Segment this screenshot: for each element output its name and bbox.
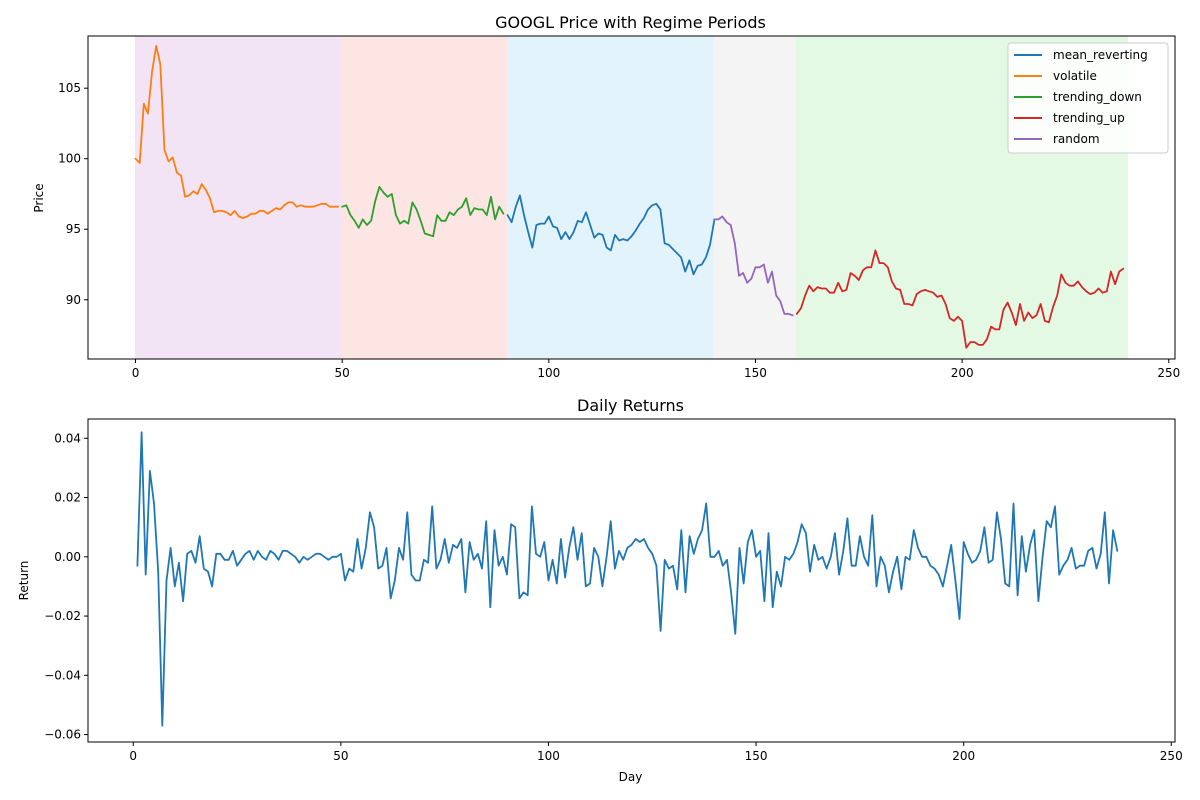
returns-y-ticks: −0.06 −0.04 −0.02 0.00 0.02 0.04 xyxy=(44,431,88,742)
y-tick-label: 0.00 xyxy=(54,550,81,564)
returns-chart-title: Daily Returns xyxy=(577,396,684,415)
series-line-trending-up xyxy=(795,249,1125,349)
series-line-random xyxy=(713,215,794,317)
series-line-series-0 xyxy=(136,431,1119,727)
price-plot-frame xyxy=(87,35,1176,360)
y-tick-label: 100 xyxy=(58,152,81,166)
price-legend: mean_reverting volatile trending_downtrend… xyxy=(1007,42,1169,154)
price-y-ticks: 90 95 100 105 xyxy=(58,81,88,307)
legend-label: volatile xyxy=(1053,69,1097,83)
regime-region-3 xyxy=(713,35,798,360)
legend-label: trending_up xyxy=(1053,111,1125,125)
price-y-axis-label: Price xyxy=(32,183,46,212)
regime-region-0 xyxy=(135,35,343,360)
legend-label: trending_down xyxy=(1053,90,1142,104)
x-tick-label: 0 xyxy=(129,749,137,763)
x-tick-label: 100 xyxy=(537,749,560,763)
series-line-mean-reverting xyxy=(506,194,716,276)
x-tick-label: 200 xyxy=(951,366,974,380)
x-tick-label: 250 xyxy=(1160,749,1183,763)
series-line-trending-down xyxy=(341,185,505,238)
x-tick-label: 150 xyxy=(745,749,768,763)
legend-label: random xyxy=(1053,132,1100,146)
series-line-volatile xyxy=(134,45,340,219)
x-tick-label: 100 xyxy=(537,366,560,380)
returns-chart: Daily Returns 0 50 100 150 200 250 −0.06 −0.04… xyxy=(17,396,1183,784)
legend-label: mean_reverting xyxy=(1053,48,1148,62)
y-tick-label: 90 xyxy=(66,293,81,307)
y-tick-label: 0.04 xyxy=(54,431,81,445)
y-tick-label: −0.04 xyxy=(44,668,81,682)
returns-x-axis-label: Day xyxy=(619,770,643,784)
price-chart-title: GOOGL Price with Regime Periods xyxy=(495,13,766,32)
legend-box xyxy=(1007,42,1169,154)
y-tick-label: −0.06 xyxy=(44,728,81,742)
regime-region-2 xyxy=(507,35,715,360)
y-tick-label: −0.02 xyxy=(44,609,81,623)
x-tick-label: 50 xyxy=(333,749,348,763)
returns-series-lines xyxy=(136,431,1119,727)
y-tick-label: 0.02 xyxy=(54,491,81,505)
returns-x-ticks: 0 50 100 150 200 250 xyxy=(129,742,1183,763)
regime-region-1 xyxy=(341,35,509,360)
x-tick-label: 0 xyxy=(132,366,140,380)
regime-regions xyxy=(135,35,1128,360)
price-x-ticks: 0 50 100 150 200 250 xyxy=(132,359,1180,380)
price-chart: GOOGL Price with Regime Periods 0 50 100 15… xyxy=(32,13,1180,380)
x-tick-label: 50 xyxy=(335,366,350,380)
y-tick-label: 105 xyxy=(58,81,81,95)
returns-y-axis-label: Return xyxy=(17,561,31,601)
x-tick-label: 150 xyxy=(744,366,767,380)
x-tick-label: 200 xyxy=(952,749,975,763)
x-tick-label: 250 xyxy=(1157,366,1180,380)
y-tick-label: 95 xyxy=(66,222,81,236)
price-series-lines xyxy=(134,45,1125,349)
returns-plot-frame xyxy=(87,418,1176,743)
